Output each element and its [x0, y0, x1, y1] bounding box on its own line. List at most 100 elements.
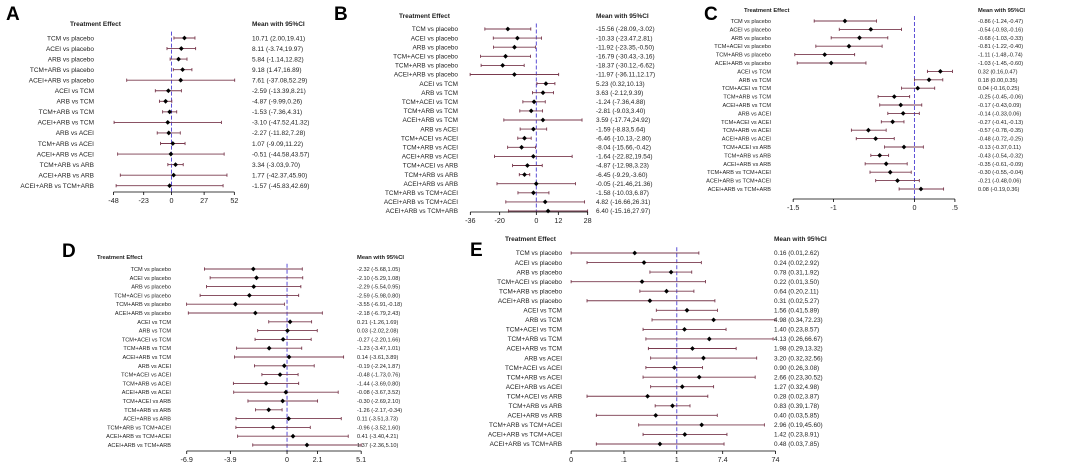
row-label: TCM+ACEI vs TCM: [402, 99, 458, 106]
row-label: ARB vs ACEI: [138, 364, 171, 370]
row-label: TCM+ACEI vs placebo: [714, 44, 771, 50]
row-value: 2.66 (0.23,30.52): [774, 374, 823, 381]
x-tick-label: 5.1: [356, 455, 366, 463]
point-estimate: [163, 98, 169, 104]
row-label: ACEI vs TCM: [523, 308, 562, 315]
point-estimate: [822, 52, 828, 57]
row-value: -1.26 (-2.17,-0.34): [357, 408, 402, 414]
point-estimate: [168, 151, 174, 157]
point-estimate: [528, 108, 534, 114]
header-mean-ci: Mean with 95%CI: [252, 21, 305, 28]
point-estimate: [679, 384, 685, 390]
row-label: TCM+ARB vs TCM: [39, 109, 94, 116]
point-estimate: [514, 35, 520, 41]
point-estimate: [873, 136, 879, 141]
forest-panel-b: B Treatment Effect Mean with 95%CI TCM vs p…: [334, 4, 655, 225]
point-estimate: [280, 398, 286, 404]
point-estimate: [540, 90, 546, 96]
point-estimate: [706, 336, 712, 342]
point-estimate: [290, 433, 296, 439]
point-estimate: [711, 317, 716, 323]
header-treatment-effect: Treatment Effect: [505, 236, 557, 243]
row-label: ACEI+ARB vs placebo: [29, 77, 95, 84]
row-value: 0.90 (0.26,3.08): [774, 365, 819, 372]
row-value: -0.14 (-0.33,0.06): [978, 111, 1021, 117]
x-tick-label: 74: [772, 455, 780, 463]
row-value: -11.97 (-36.11,12.17): [596, 72, 655, 79]
point-estimate: [657, 441, 663, 447]
row-value: -0.81 (-1.22,-0.40): [978, 44, 1023, 50]
row-value: 0.28 (0.02,3.87): [774, 393, 819, 400]
row-value: 3.20 (0.32,32.56): [774, 355, 823, 362]
point-estimate: [639, 279, 645, 285]
point-estimate: [540, 117, 546, 123]
row-value: -0.30 (-0.55,-0.04): [978, 170, 1023, 176]
point-estimate: [512, 44, 517, 50]
row-value: 0.64 (0.20,2.11): [774, 288, 819, 295]
row-label: ACEI+ARB vs TCM+ARB: [386, 208, 458, 215]
row-label: TCM+ARB vs TCM+ACEI: [385, 190, 458, 197]
header-mean-ci: Mean with 95%CI: [596, 13, 649, 20]
point-estimate: [883, 161, 889, 167]
row-value: -1.57 (-45.83,42.69): [252, 183, 309, 190]
x-tick-label: 28: [584, 216, 592, 225]
row-value: 0.40 (0.03,5.85): [774, 413, 819, 420]
row-value: 0.32 (0.16,0.47): [978, 69, 1018, 75]
row-value: -3.10 (-47.52,41.32): [252, 120, 309, 127]
point-estimate: [286, 416, 292, 421]
panel-letter: A: [6, 4, 20, 25]
row-value: -0.68 (-1.03,-0.33): [978, 36, 1023, 42]
row-value: 0.11 (-3.51,3.73): [357, 417, 398, 423]
row-value: -2.81 (-9.03,3.40): [596, 108, 645, 115]
row-label: ARB vs ACEI: [420, 126, 458, 133]
point-estimate: [645, 393, 650, 399]
x-tick-label: 7.4: [718, 455, 728, 463]
x-tick-label: -1: [830, 203, 836, 212]
row-label: TCM+ACEI vs TCM: [506, 327, 562, 334]
point-estimate: [165, 88, 171, 94]
row-label: TCM+ARB vs placebo: [116, 302, 171, 308]
header-mean-ci: Mean with 95%CI: [774, 236, 827, 243]
row-value: 0.04 (-0.16,0.25): [978, 86, 1019, 92]
point-estimate: [170, 141, 176, 146]
row-value: 4.13 (0.26,66.67): [774, 336, 823, 343]
point-estimate: [251, 284, 257, 289]
row-label: TCM+ARB vs placebo: [395, 63, 458, 70]
row-label: TCM+ACEI vs TCM: [722, 86, 771, 92]
header-treatment-effect: Treatment Effect: [70, 21, 122, 28]
point-estimate: [699, 422, 705, 428]
row-label: TCM+ACEI vs ACEI: [721, 120, 771, 126]
row-label: TCM+ARB vs ARB: [40, 162, 94, 169]
row-label: TCM+ARB vs ACEI: [38, 141, 94, 148]
point-estimate: [263, 381, 269, 386]
point-estimate: [531, 190, 536, 196]
row-label: TCM+ARB vs ACEI: [123, 381, 172, 387]
row-label: ACEI+ARB vs placebo: [394, 72, 459, 79]
row-label: TCM+ARB vs ARB: [124, 408, 171, 414]
row-value: 6.40 (-15.16,27.97): [596, 208, 650, 215]
row-label: ACEI+ARB vs TCM: [507, 346, 562, 353]
row-label: ACEI+ARB vs TCM+ARB: [108, 443, 172, 449]
point-estimate: [304, 442, 310, 448]
row-value: -6.46 (-10.13,-2.80): [596, 135, 651, 142]
row-value: 0.83 (0.39,1.78): [774, 403, 819, 410]
row-value: -1.59 (-8.83,5.64): [596, 126, 645, 133]
row-value: -0.27 (-2.20,1.66): [357, 337, 400, 343]
point-estimate: [531, 126, 536, 132]
row-value: -1.23 (-3.47,1.01): [357, 346, 400, 352]
row-value: -16.79 (-30.43,-3.16): [596, 54, 655, 61]
x-tick-label: 27: [200, 196, 208, 205]
row-label: ACEI+ARB vs ACEI: [722, 137, 772, 143]
row-label: ACEI vs placebo: [730, 27, 771, 33]
point-estimate: [918, 186, 924, 192]
x-tick-label: 0: [569, 455, 573, 463]
point-estimate: [173, 162, 178, 167]
row-value: 1.56 (0.41,5.89): [774, 308, 819, 315]
row-label: ACEI vs TCM: [737, 69, 771, 75]
point-estimate: [511, 72, 517, 77]
forest-panel-e: E Treatment Effect Mean with 95%CI TCM vs p…: [470, 236, 827, 463]
panel-letter: B: [334, 4, 348, 25]
row-value: 10.71 (2.00,19.41): [252, 35, 305, 42]
point-estimate: [266, 345, 272, 351]
point-estimate: [901, 144, 907, 150]
